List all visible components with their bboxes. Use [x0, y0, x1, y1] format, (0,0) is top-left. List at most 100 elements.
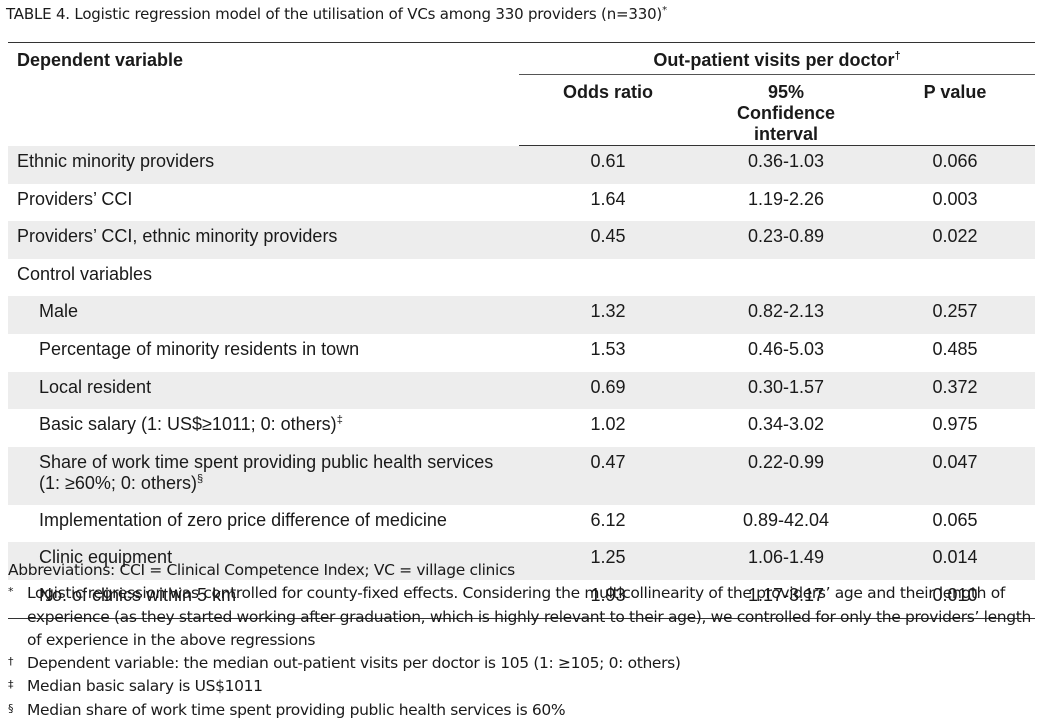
caption-footnote-mark: *: [662, 5, 667, 16]
dependent-variable-header: Dependent variable: [8, 43, 519, 146]
row-footnote-mark: §: [196, 472, 204, 485]
table-row: Male 1.32 0.82-2.13 0.257: [8, 296, 1035, 334]
confidence-interval-cell: 0.82-2.13: [697, 296, 875, 334]
row-label-text: Percentage of minority residents in town: [39, 338, 360, 359]
row-label: Clinic equipment: [8, 542, 519, 580]
p-value-cell: 0.022: [875, 221, 1035, 259]
table-body: Ethnic minority providers 0.61 0.36-1.03 0.…: [8, 145, 1035, 619]
odds-ratio-cell: 1.53: [590, 338, 626, 359]
p-value-cell: 0.372: [875, 371, 1035, 410]
row-label-text: Male: [39, 301, 79, 322]
confidence-interval-cell: 1.19-2.26: [747, 188, 825, 209]
confidence-interval-cell: 0.22-0.99: [697, 446, 875, 505]
row-label: Control variables: [8, 259, 519, 297]
table-notes: Abbreviations: CCI = Clinical Competence…: [8, 559, 1038, 722]
table-row: Providers’ CCI 1.64 1.19-2.26 0.003: [8, 184, 1035, 222]
row-label: Providers’ CCI: [8, 184, 519, 222]
odds-ratio-cell: 1.32: [519, 296, 697, 334]
row-label: Basic salary (1: US$≥1011; 0: others)‡: [8, 409, 519, 447]
footnote-text: Dependent variable: the median out-patie…: [27, 654, 681, 673]
odds-ratio-cell: 6.12: [590, 509, 626, 530]
footnote-text: Median share of work time spent providin…: [27, 700, 566, 719]
row-label: Providers’ CCI, ethnic minority provider…: [8, 221, 519, 259]
row-label-text: Providers’ CCI, ethnic minority provider…: [17, 226, 338, 247]
footnote: * Logistic regression was controlled for …: [8, 582, 1038, 652]
row-label-text: Implementation of zero price difference …: [39, 509, 447, 530]
abbreviations-note: Abbreviations: CCI = Clinical Competence…: [8, 561, 515, 579]
table-row: No. of clinics within 5 km 1.93 1.17-3.17 0…: [8, 580, 1035, 618]
table-row: Percentage of minority residents in town…: [8, 334, 1035, 372]
table-row: Basic salary (1: US$≥1011; 0: others)‡ 1.…: [8, 409, 1035, 447]
row-label: Ethnic minority providers: [8, 145, 519, 184]
table-caption: TABLE 4. Logistic regression model of th…: [6, 5, 667, 23]
p-value-cell: 0.047: [875, 446, 1035, 505]
caption-text: TABLE 4. Logistic regression model of th…: [6, 5, 663, 23]
outpatient-visits-header: Out-patient visits per doctor†: [519, 43, 1035, 75]
footnote-text: Logistic regression was controlled for c…: [27, 584, 1031, 649]
footnote-mark: †: [8, 655, 14, 669]
p-value-cell: 0.066: [875, 145, 1035, 184]
table-row: Control variables: [8, 259, 1035, 297]
table-row: Clinic equipment 1.25 1.06-1.49 0.014: [8, 542, 1035, 580]
row-label: No. of clinics within 5 km: [8, 580, 519, 618]
odds-ratio-cell: 1.25: [519, 542, 697, 580]
table-row: Local resident 0.69 0.30-1.57 0.372: [8, 371, 1035, 410]
p-value-cell: [875, 259, 1035, 297]
confidence-interval-cell: 0.36-1.03: [697, 145, 875, 184]
footnote-text: Median basic salary is US$1011: [27, 677, 263, 696]
row-label-text: Basic salary (1: US$≥1011; 0: others): [39, 414, 337, 435]
odds-ratio-cell: 0.69: [519, 371, 697, 410]
odds-ratio-cell: 0.47: [519, 446, 697, 505]
column-header-odds-ratio: Odds ratio: [519, 74, 697, 146]
p-value-cell: 0.003: [932, 188, 978, 209]
confidence-interval-cell: [697, 259, 875, 297]
row-label: Share of work time spent providing publi…: [8, 446, 519, 505]
row-label-text: Clinic equipment: [39, 547, 173, 568]
footnote: † Dependent variable: the median out-pati…: [8, 652, 1038, 675]
table-row: Implementation of zero price difference …: [8, 505, 1035, 543]
row-label: Local resident: [8, 371, 519, 410]
regression-table: Dependent variable Out-patient visits pe…: [8, 42, 1035, 619]
row-label-text: Providers’ CCI: [17, 188, 133, 209]
odds-ratio-cell: 1.02: [590, 414, 626, 435]
column-header-confidence-interval: 95% Confidence interval: [697, 74, 875, 146]
table-header: Dependent variable Out-patient visits pe…: [8, 43, 1035, 146]
column-header-p-value: P value: [875, 74, 1035, 146]
p-value-cell: 0.065: [932, 509, 978, 530]
odds-ratio-cell: 1.93: [590, 584, 626, 605]
confidence-interval-cell: 0.23-0.89: [697, 221, 875, 259]
p-value-cell: 0.257: [875, 296, 1035, 334]
odds-ratio-cell: 0.45: [519, 221, 697, 259]
p-value-cell: 0.485: [932, 338, 978, 359]
row-label: Percentage of minority residents in town: [8, 334, 519, 372]
p-value-cell: 0.014: [875, 542, 1035, 580]
table-row: Ethnic minority providers 0.61 0.36-1.03 0.…: [8, 145, 1035, 184]
dependent-variable-header-text: Dependent variable: [17, 50, 184, 70]
row-label: Implementation of zero price difference …: [8, 505, 519, 543]
footnote: § Median share of work time spent providi…: [8, 699, 1038, 722]
odds-ratio-cell: [519, 259, 697, 297]
odds-ratio-header-text: Odds ratio: [562, 82, 653, 102]
footnote-mark: §: [8, 701, 14, 715]
row-label-text: No. of clinics within 5 km: [39, 584, 237, 605]
footnote: ‡ Median basic salary is US$1011: [8, 675, 1038, 698]
row-label-text: Control variables: [17, 263, 153, 284]
confidence-interval-cell: 0.46-5.03: [747, 338, 825, 359]
outpatient-visits-footnote-mark: †: [894, 50, 901, 62]
row-label-text: Ethnic minority providers: [17, 150, 215, 171]
footnotes-list: * Logistic regression was controlled for …: [8, 582, 1038, 722]
footnote-mark: ‡: [8, 678, 14, 692]
confidence-interval-cell: 0.89-42.04: [742, 509, 830, 530]
odds-ratio-cell: 0.61: [519, 145, 697, 184]
row-footnote-mark: ‡: [336, 414, 343, 427]
row-label-text: Local resident: [39, 376, 152, 397]
p-value-cell: 0.975: [932, 414, 978, 435]
outpatient-visits-header-text: Out-patient visits per doctor: [653, 50, 895, 70]
row-label-text: Share of work time spent providing publi…: [39, 451, 494, 493]
confidence-interval-cell: 0.30-1.57: [697, 371, 875, 410]
odds-ratio-cell: 1.64: [590, 188, 626, 209]
confidence-interval-cell: 0.34-3.02: [747, 414, 825, 435]
table-row: Share of work time spent providing publi…: [8, 446, 1035, 505]
footnote-mark: *: [8, 585, 14, 599]
